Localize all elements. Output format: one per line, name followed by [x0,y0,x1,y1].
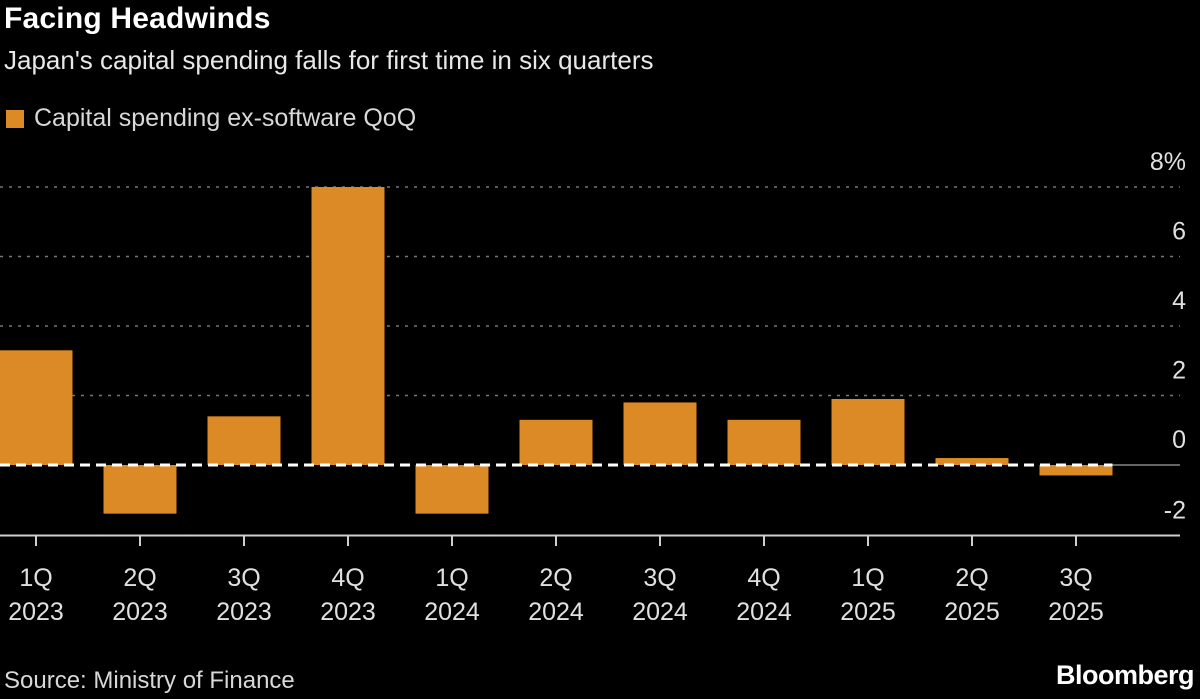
x-tick-label-year: 2023 [112,598,168,626]
bar [311,187,385,465]
bar [727,419,801,465]
x-tick-label: 3Q [227,564,260,592]
x-tick-label: 2Q [123,564,156,592]
x-tick-label: 3Q [643,564,676,592]
x-tick-label: 1Q [851,564,884,592]
source-note: Source: Ministry of Finance [4,667,295,694]
legend-swatch [6,109,24,128]
y-tick-label: 6 [1172,218,1186,246]
bar [0,350,73,465]
legend: Capital spending ex-software QoQ [6,104,416,133]
x-tick-label-year: 2025 [840,598,896,626]
x-tick-label: 2Q [955,564,988,592]
bar [623,402,697,465]
y-tick-label: 8% [1150,148,1186,176]
bar [207,416,281,465]
x-tick-label: 2Q [539,564,572,592]
y-tick-label: 0 [1172,426,1186,454]
chart-subtitle: Japan's capital spending falls for first… [4,45,654,75]
bar [1039,465,1113,476]
x-tick-label: 3Q [1059,564,1092,592]
x-tick-label-year: 2025 [1048,598,1104,626]
x-tick-label-year: 2023 [320,598,376,626]
chart-title: Facing Headwinds [4,2,271,35]
x-tick-label: 4Q [331,564,364,592]
legend-label: Capital spending ex-software QoQ [34,104,417,132]
y-tick-label: 2 [1172,357,1186,385]
x-tick-label-year: 2024 [632,598,688,626]
x-tick-label-year: 2024 [736,598,792,626]
x-tick-label: 4Q [747,564,780,592]
bar [415,465,489,514]
x-tick-label-year: 2024 [424,598,480,626]
bar [831,398,905,465]
bloomberg-logo: Bloomberg [1055,660,1195,690]
bar [935,458,1009,465]
x-tick-label: 1Q [19,564,52,592]
x-tick-label-year: 2024 [528,598,584,626]
x-tick-label: 1Q [435,564,468,592]
bar [103,465,177,514]
y-tick-label: 4 [1172,287,1186,315]
y-tick-label: -2 [1164,497,1186,525]
x-tick-label-year: 2025 [944,598,1000,626]
bar [519,419,593,465]
x-tick-label-year: 2023 [8,598,64,626]
x-tick-label-year: 2023 [216,598,272,626]
